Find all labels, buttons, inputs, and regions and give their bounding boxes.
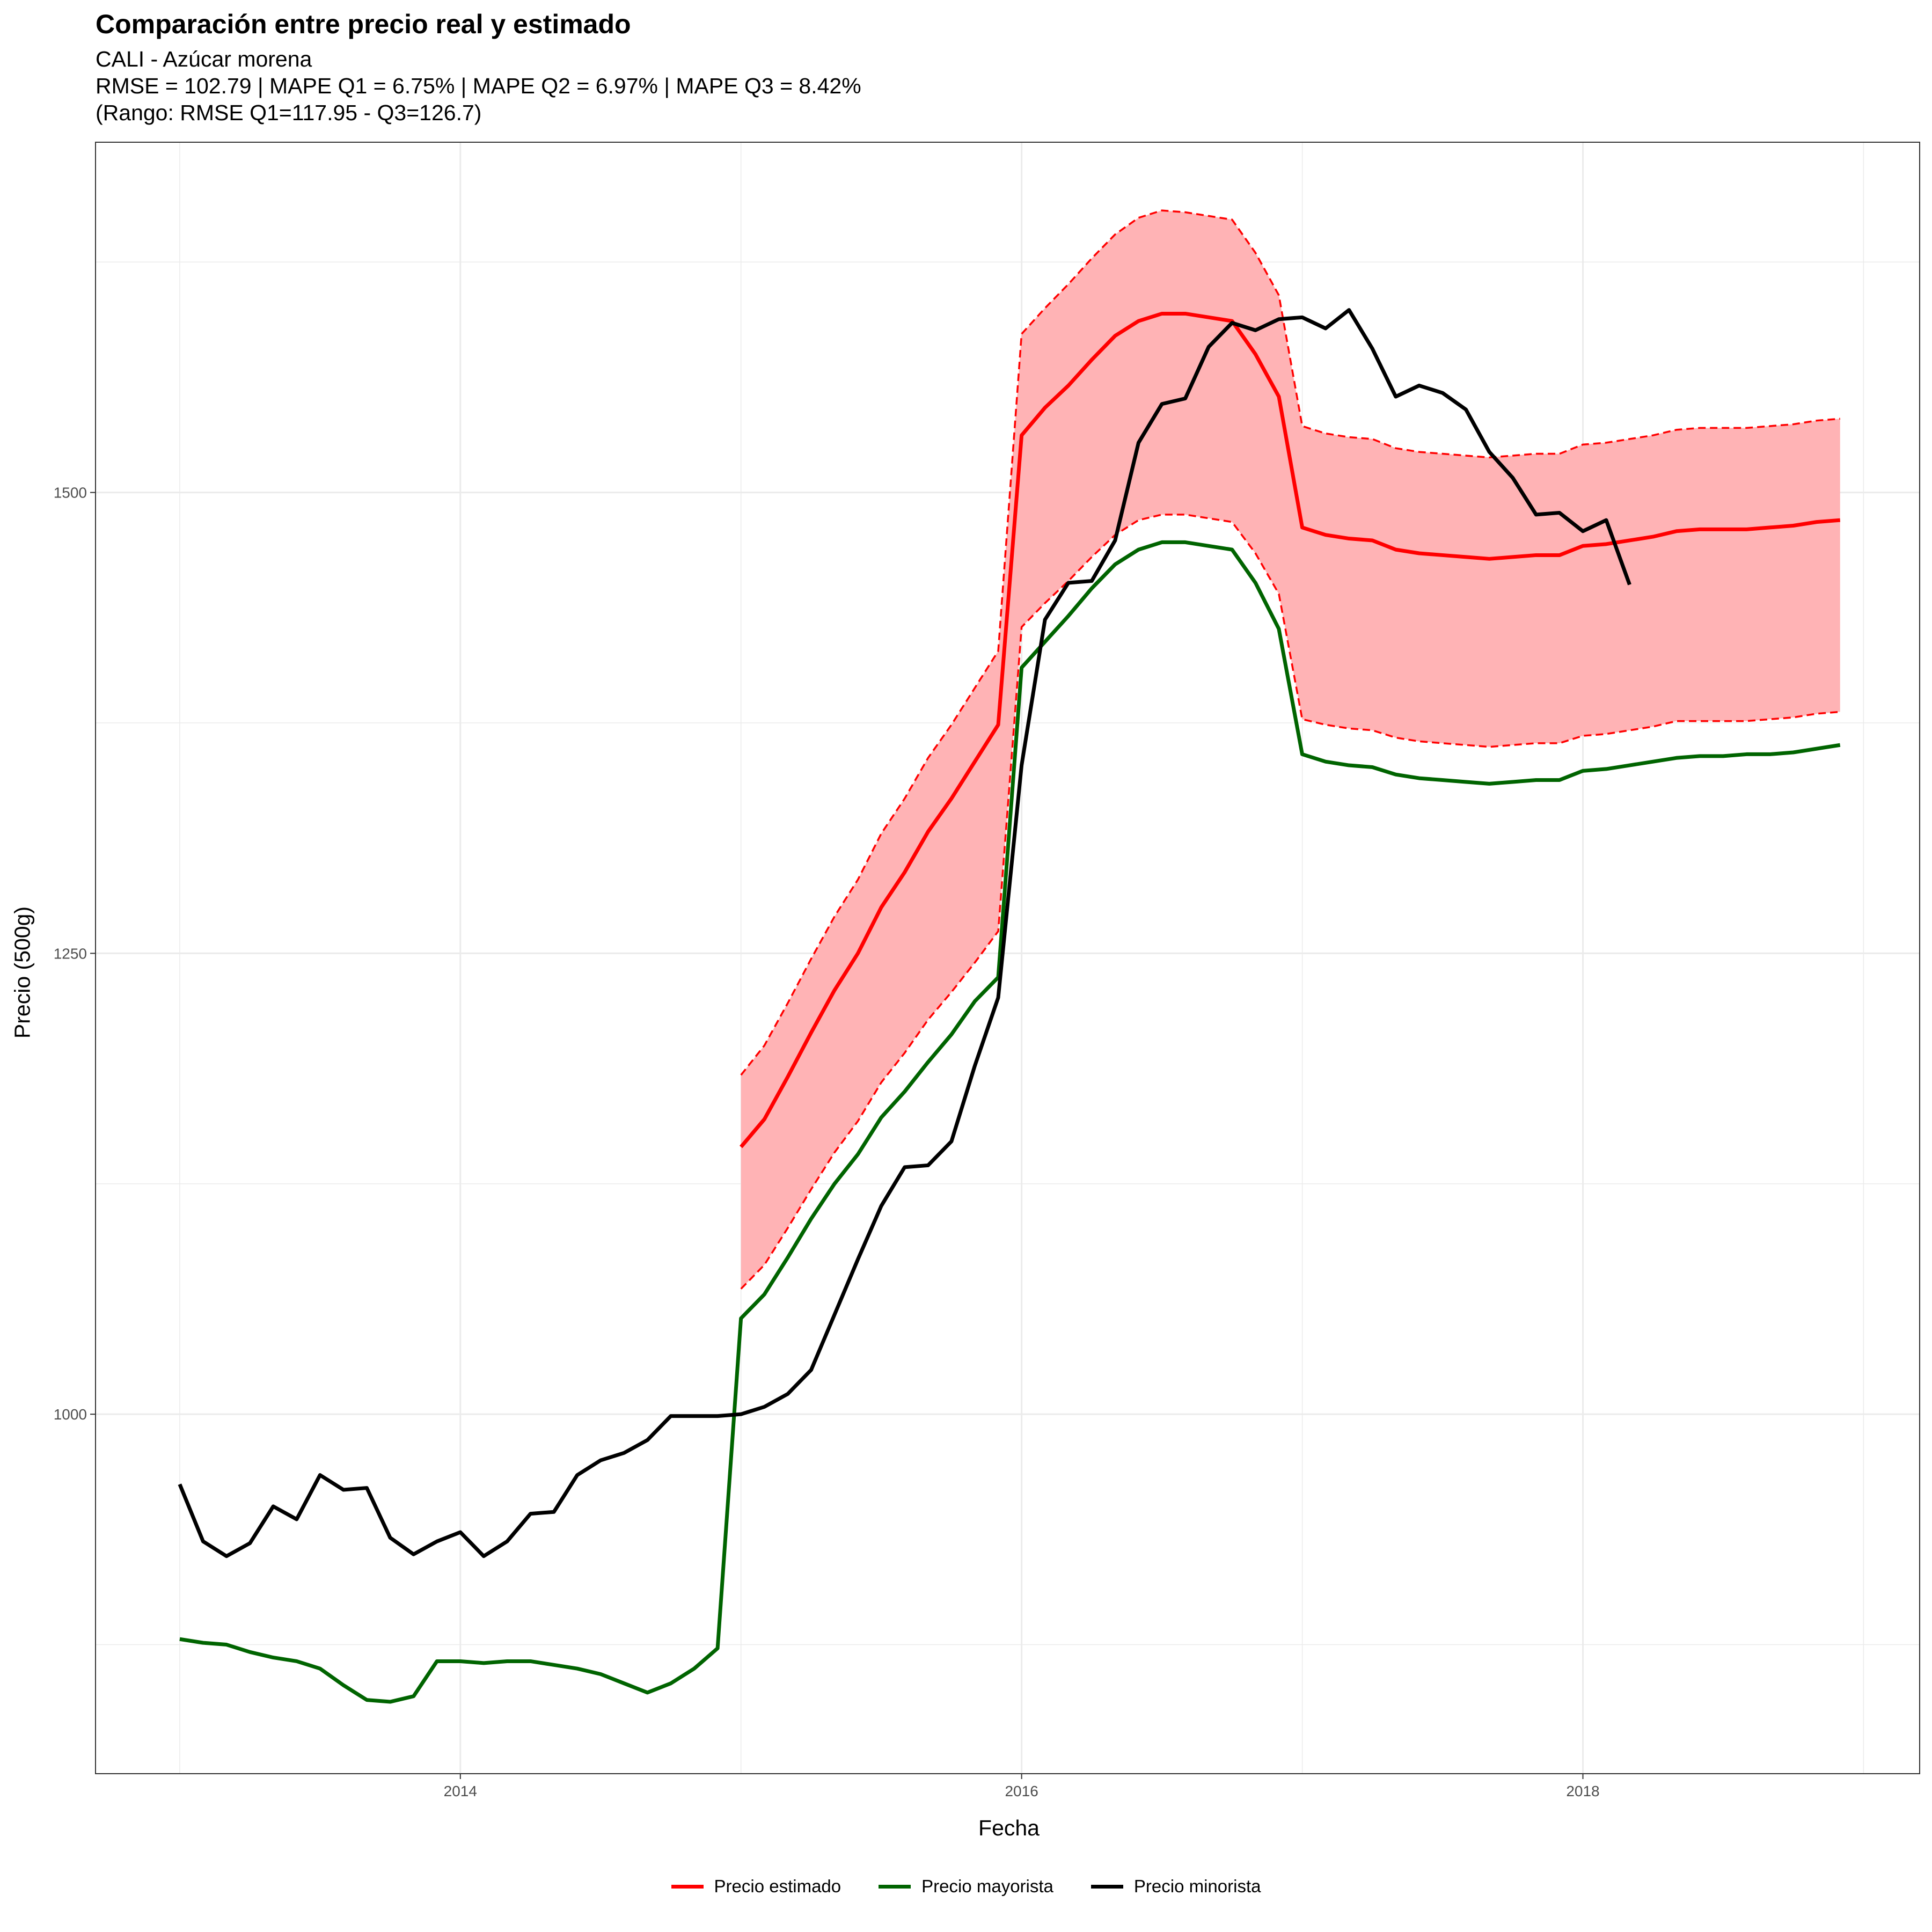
grid-lines [96, 142, 1920, 1774]
y-tick-label: 1250 [54, 945, 87, 962]
y-axis-title: Precio (500g) [10, 906, 35, 1039]
legend-key-estimado [671, 1884, 704, 1889]
panel-border [95, 142, 1920, 1774]
y-tick-label: 1500 [54, 485, 87, 501]
legend: Precio estimado Precio mayorista Precio … [0, 1876, 1932, 1897]
chart-subtitle-line-3: (Rango: RMSE Q1=117.95 - Q3=126.7) [96, 100, 482, 125]
y-tick-label: 1000 [54, 1406, 87, 1423]
x-tick-label: 2018 [1566, 1783, 1599, 1799]
legend-label-estimado: Precio estimado [714, 1876, 841, 1896]
legend-item-minorista: Precio minorista [1091, 1876, 1261, 1897]
prediction-band-upper [740, 209, 1840, 1076]
chart-title: Comparación entre precio real y estimado [96, 9, 631, 39]
legend-key-mayorista [879, 1884, 911, 1889]
axis-ticks: 2014 2016 2018 1000 1250 1500 [54, 485, 1600, 1799]
legend-item-estimado: Precio estimado [671, 1876, 841, 1897]
prediction-band [740, 209, 1840, 1290]
chart-subtitle-line-1: CALI - Azúcar morena [96, 47, 312, 71]
x-axis-title: Fecha [978, 1816, 1040, 1840]
legend-label-minorista: Precio minorista [1133, 1876, 1261, 1896]
x-tick-label: 2016 [1005, 1783, 1038, 1799]
prediction-band-fill [741, 210, 1840, 1289]
series-line-precio-mayorista [179, 540, 1841, 1704]
legend-key-minorista [1091, 1884, 1123, 1889]
prediction-band-lower [740, 514, 1840, 1290]
legend-label-mayorista: Precio mayorista [921, 1876, 1053, 1896]
series-lines [178, 308, 1841, 1704]
series-line-precio-estimado [740, 311, 1841, 1148]
x-tick-label: 2014 [444, 1783, 477, 1799]
legend-item-mayorista: Precio mayorista [879, 1876, 1053, 1897]
series-line-precio-minorista [178, 308, 1631, 1558]
chart-subtitle-line-2: RMSE = 102.79 | MAPE Q1 = 6.75% | MAPE Q… [96, 74, 861, 98]
